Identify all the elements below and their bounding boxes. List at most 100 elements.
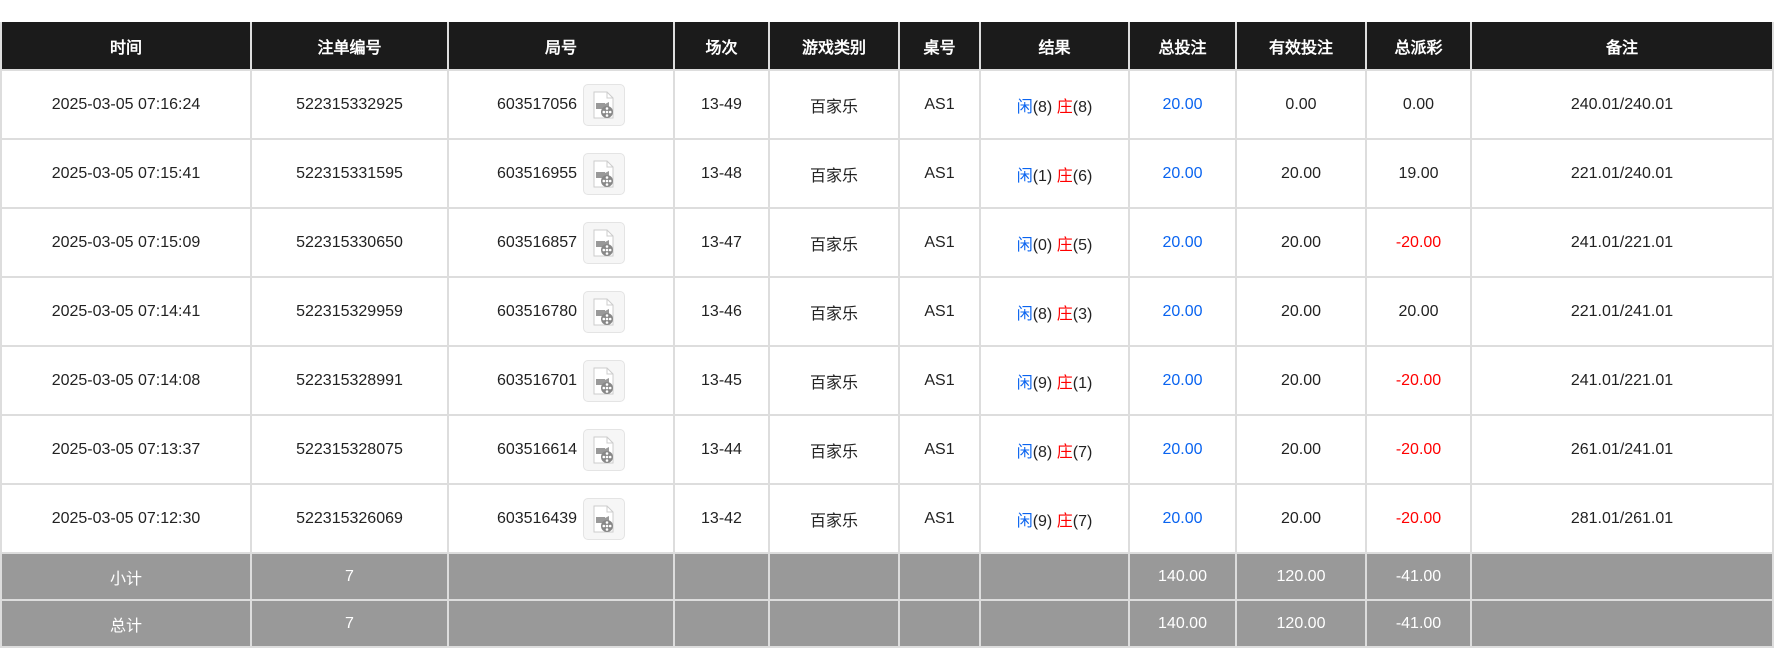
note-cell: 240.01/240.01 [1470, 69, 1774, 140]
player-score: (8) [1032, 305, 1053, 323]
video-replay-icon[interactable] [583, 290, 626, 333]
bet-history-table: 时间 注单编号 局号 场次 游戏类别 桌号 结果 总投注 有效投注 总派彩 备注 2025-03-0… [0, 22, 1774, 648]
table-row: 2025-03-05 07:16:24 522315332925 6035170… [0, 69, 1774, 140]
header-total-payout: 总派彩 [1365, 22, 1472, 71]
table-no-cell: AS1 [898, 69, 981, 140]
time-cell: 2025-03-05 07:14:41 [0, 276, 252, 347]
summary-bet: 140.00 [1128, 552, 1237, 601]
banker-score: (7) [1072, 512, 1093, 530]
player-score: (8) [1032, 443, 1053, 461]
result-cell: 闲(8) 庄(3) [979, 276, 1130, 347]
round-number: 603517056 [496, 95, 578, 113]
banker-label: 庄 [1056, 236, 1073, 254]
session-cell: 13-48 [673, 138, 770, 209]
session-cell: 13-49 [673, 69, 770, 140]
total-bet-cell: 20.00 [1128, 345, 1237, 416]
table-no-cell: AS1 [898, 345, 981, 416]
game-type-cell: 百家乐 [768, 345, 900, 416]
result-cell: 闲(1) 庄(6) [979, 138, 1130, 209]
header-round: 局号 [447, 22, 675, 71]
payout-cell: -20.00 [1365, 207, 1472, 278]
player-score: (1) [1032, 167, 1053, 185]
player-label: 闲 [1016, 98, 1033, 116]
total-bet-cell: 20.00 [1128, 207, 1237, 278]
video-replay-icon[interactable] [583, 359, 626, 402]
header-table-no: 桌号 [898, 22, 981, 71]
summary-count: 7 [250, 552, 449, 601]
summary-label: 小计 [0, 552, 252, 601]
round-number: 603516614 [496, 440, 578, 458]
banker-score: (7) [1072, 443, 1093, 461]
order-id-cell: 522315331595 [250, 138, 449, 209]
valid-bet-cell: 0.00 [1235, 69, 1367, 140]
video-replay-icon[interactable] [583, 428, 626, 471]
round-cell: 603516857 [447, 207, 675, 278]
player-score: (0) [1032, 236, 1053, 254]
result-cell: 闲(8) 庄(8) [979, 69, 1130, 140]
player-label: 闲 [1016, 305, 1033, 323]
summary-count: 7 [250, 599, 449, 648]
round-number: 603516955 [496, 164, 578, 182]
session-cell: 13-42 [673, 483, 770, 554]
table-no-cell: AS1 [898, 483, 981, 554]
total-bet-cell: 20.00 [1128, 483, 1237, 554]
banker-score: (3) [1072, 305, 1093, 323]
valid-bet-cell: 20.00 [1235, 345, 1367, 416]
summary-bet: 140.00 [1128, 599, 1237, 648]
note-cell: 221.01/241.01 [1470, 276, 1774, 347]
session-cell: 13-47 [673, 207, 770, 278]
banker-label: 庄 [1056, 167, 1073, 185]
summary-payout: -41.00 [1365, 552, 1472, 601]
table-row: 2025-03-05 07:14:08 522315328991 6035167… [0, 345, 1774, 416]
game-type-cell: 百家乐 [768, 483, 900, 554]
result-cell: 闲(8) 庄(7) [979, 414, 1130, 485]
subtotal-row: 小计 7 140.00 120.00 -41.00 [0, 552, 1774, 601]
payout-cell: -20.00 [1365, 483, 1472, 554]
result-cell: 闲(9) 庄(7) [979, 483, 1130, 554]
valid-bet-cell: 20.00 [1235, 483, 1367, 554]
banker-label: 庄 [1056, 305, 1073, 323]
note-cell: 261.01/241.01 [1470, 414, 1774, 485]
round-number: 603516780 [496, 302, 578, 320]
round-cell: 603516955 [447, 138, 675, 209]
order-id-cell: 522315332925 [250, 69, 449, 140]
result-cell: 闲(9) 庄(1) [979, 345, 1130, 416]
payout-cell: 19.00 [1365, 138, 1472, 209]
order-id-cell: 522315329959 [250, 276, 449, 347]
header-session: 场次 [673, 22, 770, 71]
round-number: 603516857 [496, 233, 578, 251]
note-cell: 221.01/240.01 [1470, 138, 1774, 209]
table-no-cell: AS1 [898, 276, 981, 347]
banker-score: (5) [1072, 236, 1093, 254]
valid-bet-cell: 20.00 [1235, 414, 1367, 485]
banker-label: 庄 [1056, 512, 1073, 530]
player-score: (9) [1032, 374, 1053, 392]
header-note: 备注 [1470, 22, 1774, 71]
header-time: 时间 [0, 22, 252, 71]
time-cell: 2025-03-05 07:15:41 [0, 138, 252, 209]
header-game-type: 游戏类别 [768, 22, 900, 71]
total-bet-cell: 20.00 [1128, 69, 1237, 140]
player-label: 闲 [1016, 512, 1033, 530]
session-cell: 13-46 [673, 276, 770, 347]
player-label: 闲 [1016, 374, 1033, 392]
session-cell: 13-45 [673, 345, 770, 416]
banker-label: 庄 [1056, 374, 1073, 392]
order-id-cell: 522315328075 [250, 414, 449, 485]
valid-bet-cell: 20.00 [1235, 207, 1367, 278]
video-replay-icon[interactable] [583, 83, 626, 126]
summary-valid: 120.00 [1235, 599, 1367, 648]
header-order-id: 注单编号 [250, 22, 449, 71]
round-cell: 603516439 [447, 483, 675, 554]
note-cell: 241.01/221.01 [1470, 207, 1774, 278]
payout-cell: 0.00 [1365, 69, 1472, 140]
table-row: 2025-03-05 07:14:41 522315329959 6035167… [0, 276, 1774, 347]
header-valid-bet: 有效投注 [1235, 22, 1367, 71]
result-cell: 闲(0) 庄(5) [979, 207, 1130, 278]
video-replay-icon[interactable] [583, 497, 626, 540]
table-row: 2025-03-05 07:12:30 522315326069 6035164… [0, 483, 1774, 554]
order-id-cell: 522315328991 [250, 345, 449, 416]
valid-bet-cell: 20.00 [1235, 138, 1367, 209]
video-replay-icon[interactable] [583, 221, 626, 264]
video-replay-icon[interactable] [583, 152, 626, 195]
